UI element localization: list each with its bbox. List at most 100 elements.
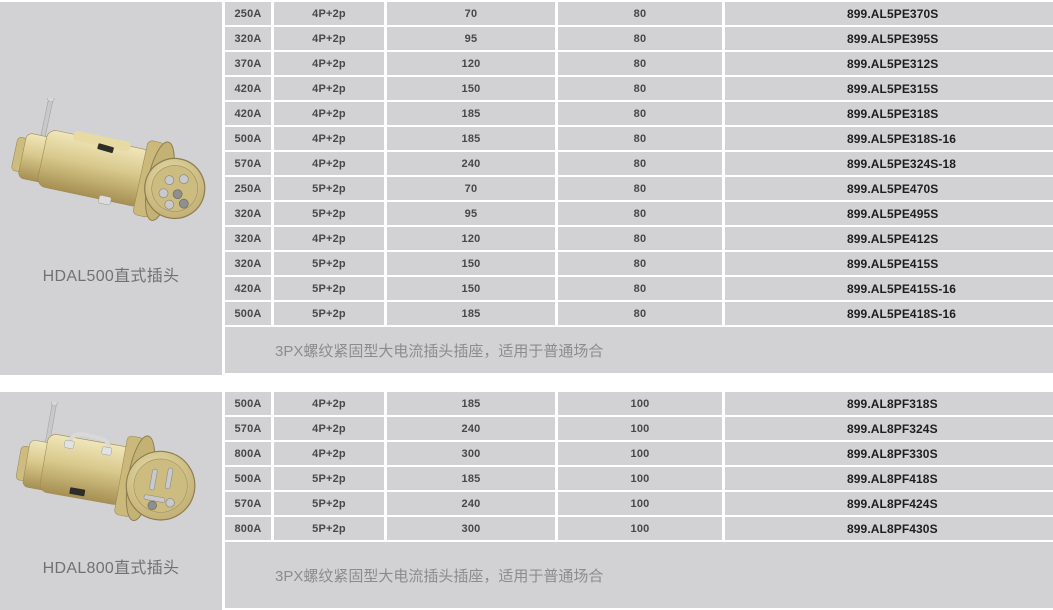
cell-spec-value: 80 [558,52,722,75]
cell-rated-current: 500A [225,392,271,415]
cell-rated-current: 570A [225,152,271,175]
cell-spec-value: 80 [558,177,722,200]
cell-contact-config: 4P+2p [274,227,384,250]
cell-rated-current: 320A [225,252,271,275]
cell-conductor-size: 95 [387,27,555,50]
cell-conductor-size: 120 [387,52,555,75]
cell-rated-current: 320A [225,227,271,250]
cell-conductor-size: 300 [387,517,555,540]
table-caption-hdal500: 3PX螺纹紧固型大电流插头插座，适用于普通场合 [225,327,1053,373]
cell-spec-value: 100 [558,442,722,465]
table-row: 500A 4P+2p 185 80 899.AL5PE318S-16 [225,127,1053,150]
cell-rated-current: 570A [225,492,271,515]
cell-spec-value: 80 [558,2,722,25]
cell-conductor-size: 300 [387,442,555,465]
table-row: 250A 4P+2p 70 80 899.AL5PE370S [225,2,1053,25]
spec-rows-hdal800: 500A 4P+2p 185 100 899.AL8PF318S 570A 4P… [225,392,1053,540]
cell-conductor-size: 240 [387,492,555,515]
cell-model-number: 899.AL5PE312S [725,52,1053,75]
cell-contact-config: 4P+2p [274,27,384,50]
cell-rated-current: 250A [225,177,271,200]
cell-contact-config: 5P+2p [274,302,384,325]
cell-spec-value: 100 [558,392,722,415]
cell-contact-config: 4P+2p [274,442,384,465]
table-row: 570A 4P+2p 240 100 899.AL8PF324S [225,417,1053,440]
cell-rated-current: 500A [225,302,271,325]
cell-contact-config: 5P+2p [274,202,384,225]
cell-model-number: 899.AL5PE415S-16 [725,277,1053,300]
cell-spec-value: 80 [558,127,722,150]
cell-spec-value: 100 [558,517,722,540]
cell-contact-config: 4P+2p [274,102,384,125]
table-row: 500A 5P+2p 185 100 899.AL8PF418S [225,467,1053,490]
spec-table-hdal800: 500A 4P+2p 185 100 899.AL8PF318S 570A 4P… [225,392,1053,608]
cell-spec-value: 100 [558,467,722,490]
cell-model-number: 899.AL5PE418S-16 [725,302,1053,325]
table-row: 320A 4P+2p 120 80 899.AL5PE412S [225,227,1053,250]
cell-spec-value: 80 [558,27,722,50]
table-row: 320A 4P+2p 95 80 899.AL5PE395S [225,27,1053,50]
cell-contact-config: 5P+2p [274,277,384,300]
table-caption-hdal800: 3PX螺纹紧固型大电流插头插座，适用于普通场合 [225,542,1053,608]
cell-model-number: 899.AL8PF330S [725,442,1053,465]
table-row: 320A 5P+2p 95 80 899.AL5PE495S [225,202,1053,225]
cell-rated-current: 250A [225,2,271,25]
cell-conductor-size: 95 [387,202,555,225]
cell-contact-config: 5P+2p [274,467,384,490]
cell-spec-value: 80 [558,227,722,250]
cell-spec-value: 80 [558,102,722,125]
cell-conductor-size: 70 [387,2,555,25]
product-cell-hdal800: HDAL800直式插头 [0,392,222,610]
cell-contact-config: 5P+2p [274,492,384,515]
cell-contact-config: 5P+2p [274,252,384,275]
cell-conductor-size: 185 [387,302,555,325]
cell-contact-config: 5P+2p [274,517,384,540]
cell-model-number: 899.AL5PE470S [725,177,1053,200]
table-row: 420A 5P+2p 150 80 899.AL5PE415S-16 [225,277,1053,300]
cell-spec-value: 100 [558,492,722,515]
cell-conductor-size: 185 [387,127,555,150]
cell-model-number: 899.AL5PE318S [725,102,1053,125]
cell-contact-config: 4P+2p [274,417,384,440]
table-row: 250A 5P+2p 70 80 899.AL5PE470S [225,177,1053,200]
cell-contact-config: 4P+2p [274,127,384,150]
cell-conductor-size: 185 [387,467,555,490]
product-block-hdal800: HDAL800直式插头 500A 4P+2p 185 100 899.AL8PF… [0,392,1053,610]
cell-contact-config: 4P+2p [274,152,384,175]
cell-rated-current: 500A [225,467,271,490]
cell-model-number: 899.AL8PF430S [725,517,1053,540]
cell-contact-config: 4P+2p [274,392,384,415]
cell-conductor-size: 150 [387,252,555,275]
product-label-hdal500: HDAL500直式插头 [42,268,180,285]
product-block-hdal500: HDAL500直式插头 250A 4P+2p 70 80 899.AL5PE37… [0,2,1053,375]
cell-contact-config: 4P+2p [274,77,384,100]
spec-table-hdal500: 250A 4P+2p 70 80 899.AL5PE370S 320A 4P+2… [225,2,1053,373]
cell-rated-current: 370A [225,52,271,75]
table-row: 800A 5P+2p 300 100 899.AL8PF430S [225,517,1053,540]
cell-model-number: 899.AL8PF324S [725,417,1053,440]
cell-model-number: 899.AL8PF424S [725,492,1053,515]
cell-rated-current: 800A [225,442,271,465]
spec-rows-hdal500: 250A 4P+2p 70 80 899.AL5PE370S 320A 4P+2… [225,2,1053,325]
cell-conductor-size: 150 [387,77,555,100]
cell-spec-value: 80 [558,77,722,100]
table-row: 370A 4P+2p 120 80 899.AL5PE312S [225,52,1053,75]
cell-spec-value: 80 [558,152,722,175]
cell-model-number: 899.AL5PE315S [725,77,1053,100]
table-row: 570A 5P+2p 240 100 899.AL8PF424S [225,492,1053,515]
product-label-hdal800: HDAL800直式插头 [42,560,180,577]
cell-conductor-size: 150 [387,277,555,300]
table-row: 420A 4P+2p 150 80 899.AL5PE315S [225,77,1053,100]
cell-conductor-size: 240 [387,152,555,175]
cell-model-number: 899.AL8PF318S [725,392,1053,415]
cell-model-number: 899.AL5PE415S [725,252,1053,275]
cell-model-number: 899.AL5PE324S-18 [725,152,1053,175]
cell-model-number: 899.AL5PE412S [725,227,1053,250]
cell-rated-current: 320A [225,202,271,225]
cell-model-number: 899.AL5PE318S-16 [725,127,1053,150]
cell-spec-value: 100 [558,417,722,440]
cell-spec-value: 80 [558,202,722,225]
hdal800-connector-image [15,402,196,522]
hdal500-connector-image [11,98,206,221]
cell-rated-current: 800A [225,517,271,540]
